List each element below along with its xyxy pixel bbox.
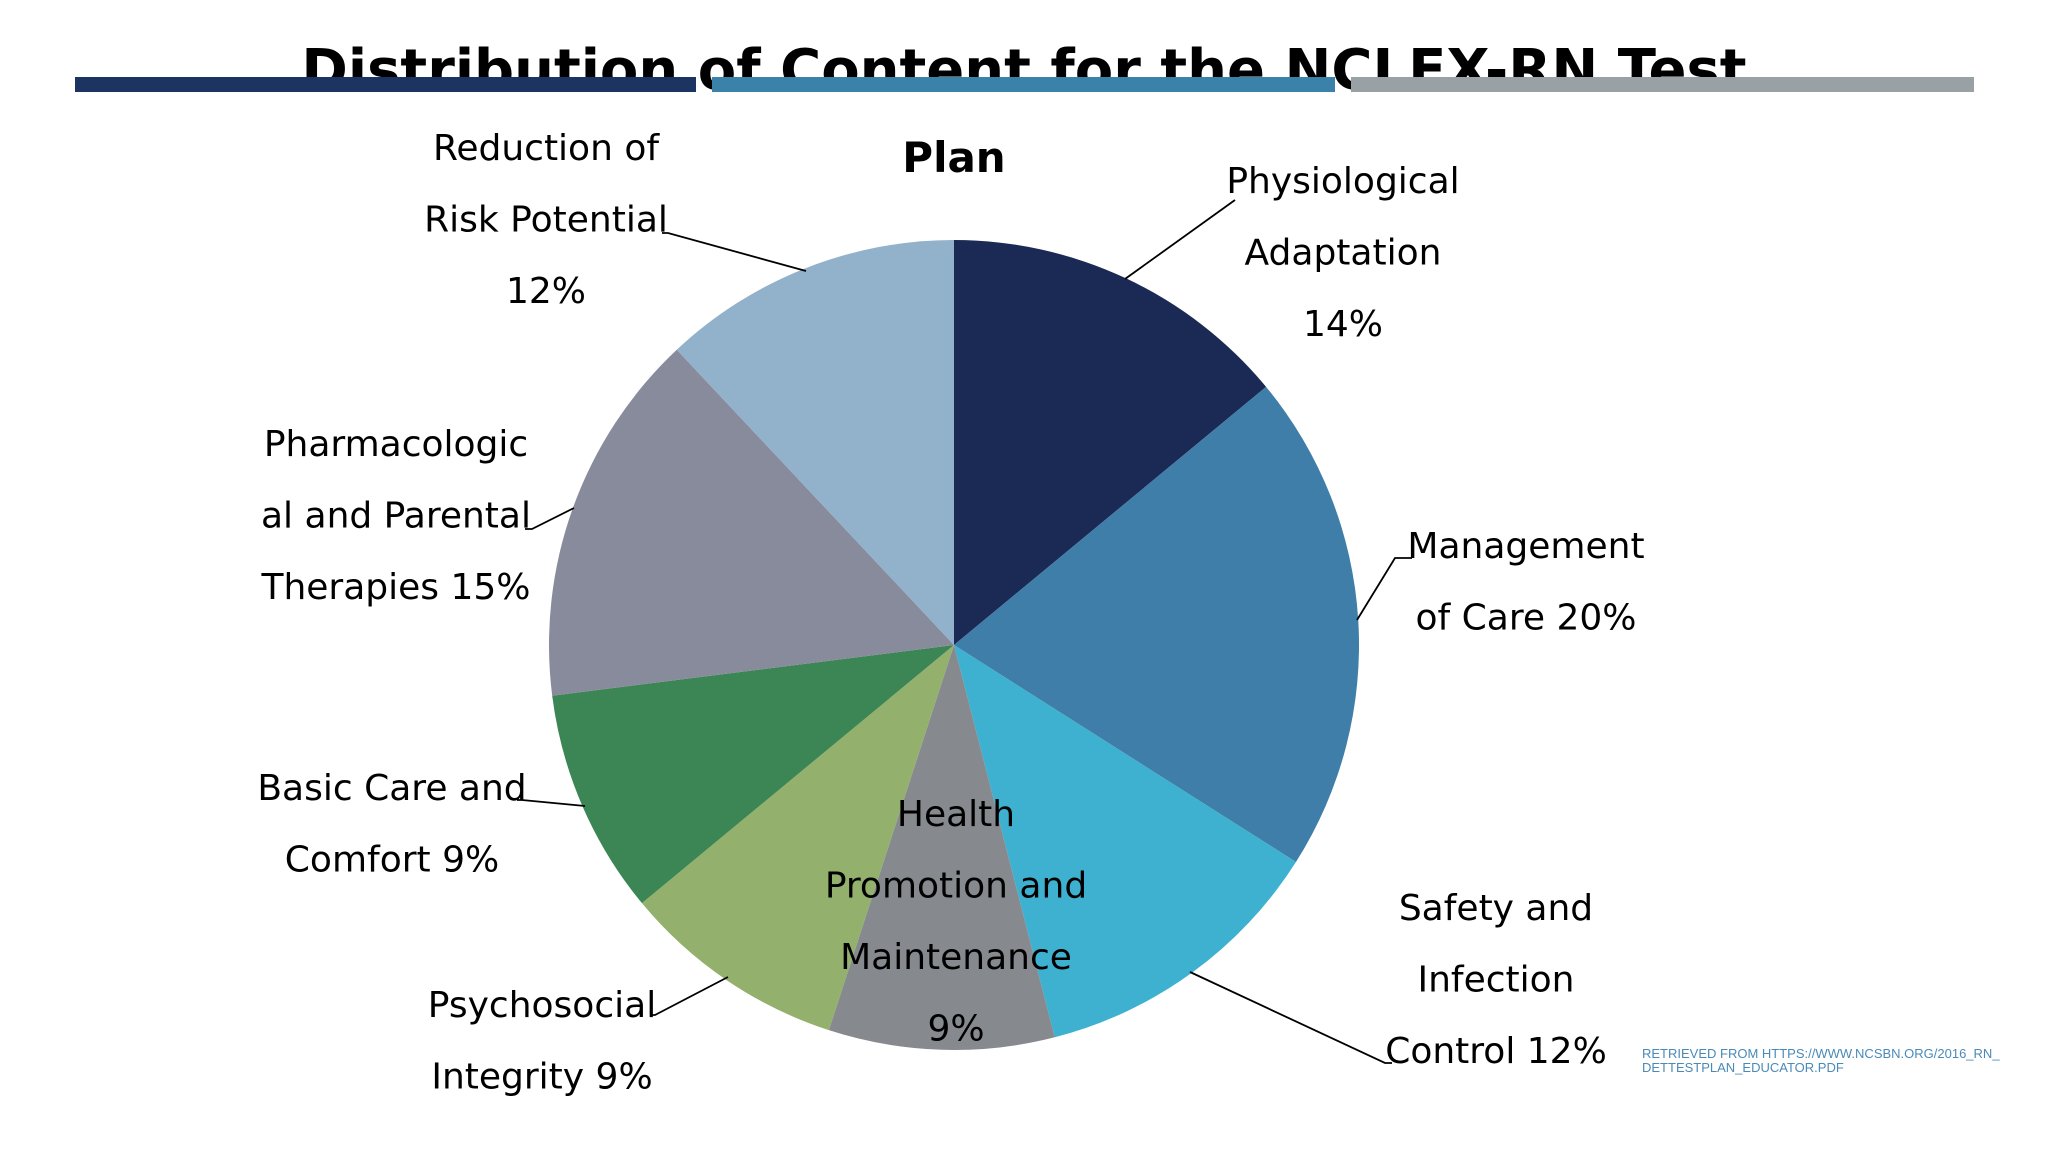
pie-slice xyxy=(549,349,954,696)
slice-label-line: Reduction of xyxy=(433,128,660,169)
slice-label: Psychosocial Integrity 9% xyxy=(428,985,656,1098)
leader-line xyxy=(650,976,729,1016)
slice-label-line: Management xyxy=(1407,526,1644,567)
slice-label-line: of Care 20% xyxy=(1416,598,1637,639)
pie-slice xyxy=(552,645,954,904)
slide-title: Distribution of Content for the NCLEX-RN… xyxy=(301,38,1747,103)
slice-label: Health Promotion and Maintenance 9% xyxy=(825,794,1087,1050)
slice-label-line: Adaptation xyxy=(1245,233,1442,274)
leader-line xyxy=(1124,199,1236,280)
slice-label-line: al and Parental xyxy=(261,496,531,537)
leader-line xyxy=(517,799,586,807)
pie-slice xyxy=(954,645,1296,1038)
slice-label-line: Psychosocial xyxy=(428,985,656,1026)
chart-title: Plan xyxy=(902,133,1005,182)
slice-label: Reduction of Risk Potential 12% xyxy=(424,128,668,312)
slice-label-line: Comfort 9% xyxy=(285,840,499,881)
slice-label-line: Risk Potential xyxy=(424,200,668,241)
slice-label: Management of Care 20% xyxy=(1407,526,1644,639)
slice-label-line: Integrity 9% xyxy=(431,1057,652,1098)
slice-label-line: Safety and xyxy=(1399,888,1593,929)
slice-label: Basic Care and Comfort 9% xyxy=(257,768,526,881)
leader-line xyxy=(1189,971,1392,1064)
accent-bar-middle xyxy=(712,77,1335,92)
slice-label-line: Maintenance xyxy=(840,937,1072,978)
slice-label: Physiological Adaptation 14% xyxy=(1226,161,1459,345)
leader-line xyxy=(525,507,575,530)
slice-label-line: 9% xyxy=(927,1009,984,1050)
leader-lines xyxy=(517,199,1412,1064)
pie-slices xyxy=(549,240,1359,1050)
pie-slice xyxy=(954,386,1359,863)
pie-slice xyxy=(641,645,954,1031)
slice-label-line: Basic Care and xyxy=(257,768,526,809)
slice-label-line: Infection xyxy=(1417,960,1574,1001)
source-note: RETRIEVED FROM HTTPS://WWW.NCSBN.ORG/201… xyxy=(1642,1046,2000,1075)
accent-bar-right xyxy=(1351,77,1974,92)
slice-label: Pharmacologic al and Parental Therapies 15… xyxy=(260,424,531,608)
slice-label-line: Promotion and xyxy=(825,866,1087,907)
leader-line xyxy=(1356,557,1412,621)
pie-slice xyxy=(828,645,1055,1050)
pie-slice xyxy=(676,240,954,645)
slice-label: Safety and Infection Control 12% xyxy=(1385,888,1607,1072)
slice-label-line: Pharmacologic xyxy=(264,424,528,465)
leader-line xyxy=(662,232,807,272)
pie-slice xyxy=(954,240,1267,645)
slice-labels: Physiological Adaptation 14% Management of C… xyxy=(257,128,1644,1098)
accent-bar-left xyxy=(75,77,696,92)
slice-label-line: 12% xyxy=(506,271,586,312)
slice-label-line: Therapies 15% xyxy=(260,567,530,608)
slice-label-line: 14% xyxy=(1303,304,1383,345)
slice-label-line: Physiological xyxy=(1226,161,1459,202)
slice-label-line: Health xyxy=(897,794,1015,835)
slice-label-line: Control 12% xyxy=(1385,1031,1607,1072)
